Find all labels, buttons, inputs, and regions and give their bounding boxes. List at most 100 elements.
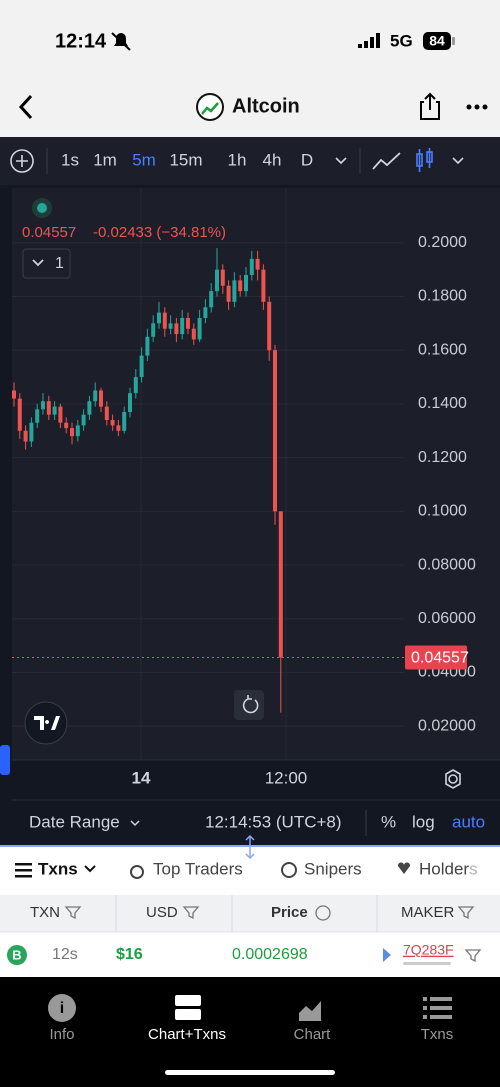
candle-body — [128, 393, 132, 412]
live-dot — [37, 203, 47, 213]
y-tick-label: 0.1400 — [418, 395, 467, 412]
sniper-icon — [281, 862, 297, 878]
nav-item[interactable]: Chart — [294, 1026, 332, 1043]
tab[interactable]: Top Traders — [153, 859, 243, 878]
candle-body — [174, 323, 179, 335]
maker-bar — [403, 962, 451, 965]
bottom-nav — [0, 977, 500, 1087]
interval-menu[interactable] — [335, 157, 347, 165]
interval[interactable]: 1h — [228, 150, 247, 169]
y-tick-label: 0.2000 — [418, 234, 467, 251]
line-style[interactable] — [372, 152, 401, 170]
more-button[interactable] — [466, 104, 488, 110]
signal-icon — [358, 33, 380, 48]
last-price-label: 0.04557 — [411, 650, 469, 667]
legend-count: 1 — [55, 255, 64, 272]
mute-icon — [111, 32, 131, 51]
txns-icon — [15, 863, 32, 878]
candle-body — [64, 422, 69, 429]
style-menu[interactable] — [452, 157, 464, 165]
candle-body — [87, 401, 92, 415]
nav-item[interactable]: Txns — [421, 1026, 454, 1043]
candle-body — [226, 285, 231, 302]
candle-body — [168, 323, 173, 329]
share-button[interactable] — [420, 92, 440, 120]
candle-body — [12, 390, 16, 399]
candle-body — [162, 312, 167, 329]
auto-toggle[interactable]: auto — [452, 812, 485, 831]
battery-level: 84 — [429, 33, 445, 49]
candle-body — [267, 301, 272, 351]
legend-toggle[interactable] — [22, 248, 71, 279]
log-toggle[interactable]: log — [412, 812, 435, 831]
date-range[interactable]: Date Range — [29, 812, 120, 831]
last-price-box — [405, 645, 467, 670]
tab-chevron — [84, 865, 96, 873]
clock: 12:14:53 (UTC+8) — [205, 812, 342, 831]
tab-active[interactable]: Txns — [38, 859, 78, 878]
y-tick-label: 0.1600 — [418, 341, 467, 358]
candle-body — [75, 425, 80, 437]
candle-body — [81, 414, 86, 426]
side-handle[interactable] — [0, 745, 10, 775]
candle-body — [93, 390, 98, 402]
interval[interactable]: 4h — [263, 150, 282, 169]
tab[interactable]: Snipers — [304, 859, 362, 878]
battery — [423, 32, 451, 50]
candle-body — [70, 428, 74, 437]
candle-style[interactable] — [416, 148, 433, 172]
candle-body — [186, 317, 190, 329]
chart-txns-icon — [175, 1009, 201, 1020]
interval[interactable]: 1m — [93, 150, 117, 169]
candle-body — [249, 258, 254, 276]
top-background — [0, 0, 500, 137]
info-icon — [48, 994, 76, 1022]
reset-button[interactable] — [234, 690, 264, 720]
candle-body — [273, 350, 277, 512]
tab[interactable]: Holders — [419, 859, 478, 878]
status-time: 12:14 — [55, 30, 107, 52]
nav-item-active[interactable]: Chart+Txns — [148, 1026, 226, 1043]
interval[interactable]: 15m — [169, 150, 202, 169]
date-range-chevron — [130, 820, 140, 827]
x-tick-label: 12:00 — [265, 768, 308, 787]
table-header — [0, 895, 500, 932]
nav-item[interactable]: Info — [49, 1026, 74, 1043]
candle-body — [116, 425, 121, 431]
candle-body — [99, 390, 103, 407]
y-tick-label: 0.02000 — [418, 717, 476, 734]
back-button[interactable] — [18, 94, 33, 120]
home-indicator — [165, 1070, 335, 1075]
interval[interactable]: 5m — [132, 150, 156, 169]
percent-toggle[interactable]: % — [381, 812, 396, 831]
filter-icons[interactable] — [64, 905, 475, 921]
candle-body — [220, 269, 225, 286]
buy-badge — [7, 945, 27, 965]
cell-price: 0.0002698 — [232, 946, 308, 963]
txns-nav-icon — [423, 997, 452, 1019]
legend-chevron — [32, 259, 44, 267]
candle-body — [139, 355, 144, 378]
legend-close: 0.04557 — [22, 224, 76, 241]
resize-handle[interactable] — [245, 834, 255, 860]
interval[interactable]: D — [301, 150, 313, 169]
column-header: USD — [146, 904, 178, 921]
column-dividers — [115, 895, 378, 932]
candle-body — [46, 401, 51, 415]
reset-icon — [242, 695, 259, 714]
header-title: Altcoin — [232, 95, 300, 117]
candle-body — [23, 430, 28, 442]
row-filter[interactable] — [464, 949, 482, 963]
y-tick-label: 0.1800 — [418, 288, 467, 305]
candle-body — [29, 422, 34, 442]
chart-settings[interactable] — [445, 769, 461, 789]
add-indicator[interactable] — [10, 149, 34, 173]
candle-body — [197, 317, 202, 340]
battery-tip — [452, 37, 455, 45]
interval[interactable]: 1s — [61, 150, 79, 169]
candle-body — [255, 258, 260, 270]
candle-body — [52, 406, 57, 415]
candle-body — [244, 275, 248, 292]
cell-maker[interactable]: 7Q283F — [403, 942, 454, 958]
